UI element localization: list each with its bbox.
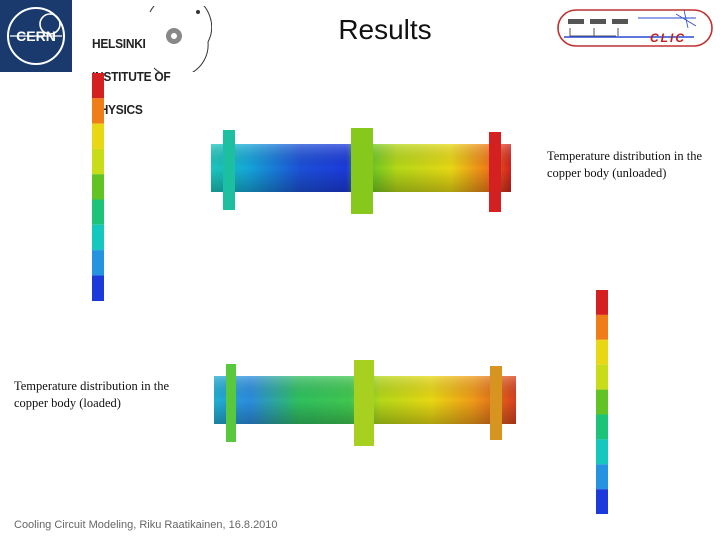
caption-loaded: Temperature distribution in the copper b… <box>14 379 169 410</box>
hip-emblem-icon <box>149 6 212 72</box>
clic-logo-icon: CLIC <box>557 9 713 47</box>
scale-bar-unloaded <box>92 73 104 301</box>
hip-logo-line: INSTITUTE OF <box>92 69 171 84</box>
caption-unloaded: Temperature distribution in the copper b… <box>547 149 702 180</box>
footer-text: Cooling Circuit Modeling, Riku Raatikain… <box>14 519 278 531</box>
clic-logo: CLIC <box>556 6 716 50</box>
hip-logo-line: HELSINKI <box>92 36 146 51</box>
cern-logo: CERN <box>0 0 72 72</box>
hip-logo: HELSINKI INSTITUTE OF PHYSICS <box>92 6 212 116</box>
page-title: Results <box>338 14 432 45</box>
copper-body-loaded <box>214 360 516 446</box>
clic-logo-text: CLIC <box>650 31 686 45</box>
scale-bar-loaded <box>596 290 608 514</box>
copper-body-unloaded <box>211 128 511 214</box>
hip-logo-line: PHYSICS <box>92 102 143 117</box>
hip-logo-text: HELSINKI INSTITUTE OF PHYSICS <box>92 16 171 137</box>
cern-logo-icon: CERN <box>7 7 65 65</box>
cern-logo-text: CERN <box>16 28 56 44</box>
